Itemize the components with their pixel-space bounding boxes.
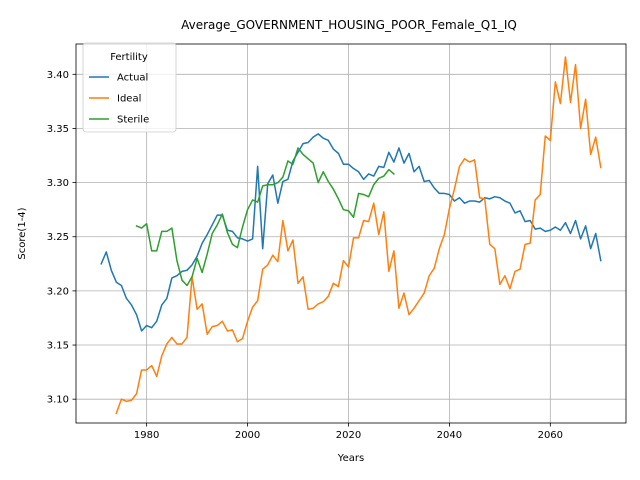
y-tick-label: 3.10 [47, 395, 69, 406]
series-line-ideal [115, 56, 602, 415]
plot-frame [75, 43, 627, 424]
y-tick-label: 3.20 [47, 286, 69, 297]
legend-label-actual: Actual [117, 73, 148, 84]
series-layer [100, 56, 602, 415]
series-line-actual [100, 133, 602, 332]
x-tick-label: 2040 [437, 430, 462, 441]
grid [76, 44, 626, 423]
y-tick-label: 3.40 [47, 70, 69, 81]
legend-label-ideal: Ideal [117, 94, 141, 105]
x-axis: 1980 2000 2020 2040 2060 [134, 423, 563, 441]
x-tick-label: 2060 [538, 430, 563, 441]
x-axis-title: Years [337, 453, 364, 464]
y-tick-label: 3.25 [47, 232, 69, 243]
y-tick-label: 3.15 [47, 341, 69, 352]
x-tick-label: 2020 [336, 430, 361, 441]
legend-title: Fertility [110, 52, 148, 63]
x-tick-label: 1980 [134, 430, 159, 441]
series-line-sterile [135, 147, 395, 287]
y-axis: 3.10 3.15 3.20 3.25 3.30 3.35 3.40 [47, 70, 76, 406]
legend-label-sterile: Sterile [117, 115, 149, 126]
y-axis-title: Score(1-4) [17, 207, 28, 259]
legend-items: Actual Ideal Sterile [89, 73, 149, 126]
legend: Fertility Actual Ideal Sterile [82, 42, 177, 133]
y-tick-label: 3.35 [47, 124, 69, 135]
y-tick-label: 3.30 [47, 178, 69, 189]
legend-box [82, 42, 177, 133]
chart-title: Average_GOVERNMENT_HOUSING_POOR_Female_Q… [181, 18, 517, 32]
x-tick-label: 2000 [235, 430, 260, 441]
